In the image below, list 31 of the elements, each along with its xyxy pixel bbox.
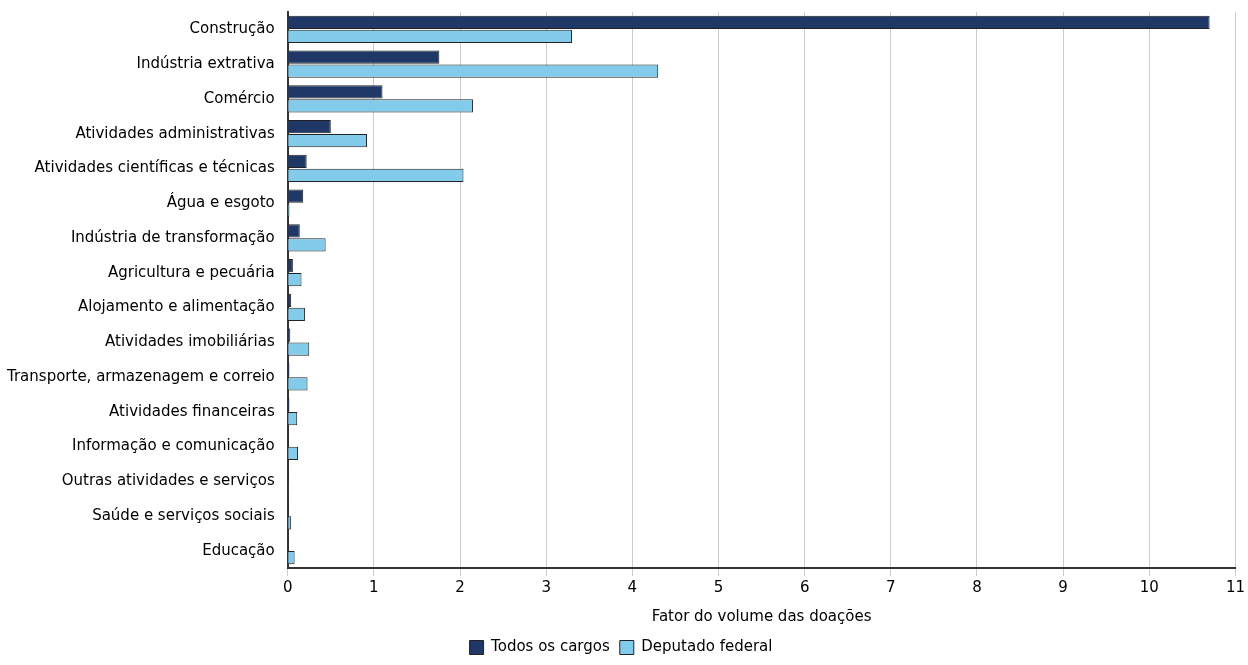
y-tick-label: Transporte, armazenagem e correio [6,366,275,385]
y-tick-label: Alojamento e alimentação [78,297,275,316]
y-tick-label: Atividades imobiliárias [105,332,275,351]
y-tick-label: Atividades administrativas [75,123,275,142]
x-tick-label: 11 [1225,577,1245,596]
y-tick-label: Educação [202,540,275,559]
x-tick-label: 4 [627,577,638,596]
y-tick-label: Outras atividades e serviços [61,471,275,490]
y-tick-label: Água e esgoto [166,192,275,212]
x-tick-label: 6 [799,577,810,596]
x-tick-label: 8 [972,577,982,596]
x-axis-title: Fator do volume das doações [651,606,872,625]
x-tick-label: 5 [713,577,724,596]
y-tick-label: Agricultura e pecuária [107,262,275,281]
y-tick-label: Construção [189,19,275,38]
x-tick-label: 0 [282,577,293,596]
x-tick-label: 10 [1139,577,1159,596]
x-tick-label: 2 [455,577,465,596]
y-tick-label: Saúde e serviços sociais [92,505,275,524]
y-tick-label: Indústria de transformação [70,227,275,246]
legend-label: Deputado federal [641,637,773,656]
y-tick-label: Atividades financeiras [109,401,275,420]
x-tick-label: 7 [886,577,896,596]
y-tick-label: Comércio [203,88,275,107]
x-tick-label: 1 [369,577,379,596]
y-tick-label: Informação e comunicação [71,436,275,455]
y-tick-label: Atividades científicas e técnicas [34,158,275,177]
legend-label: Todos os cargos [490,637,610,656]
x-tick-label: 3 [541,577,551,596]
x-tick-label: 9 [1058,577,1068,596]
y-tick-label: Indústria extrativa [136,54,275,73]
